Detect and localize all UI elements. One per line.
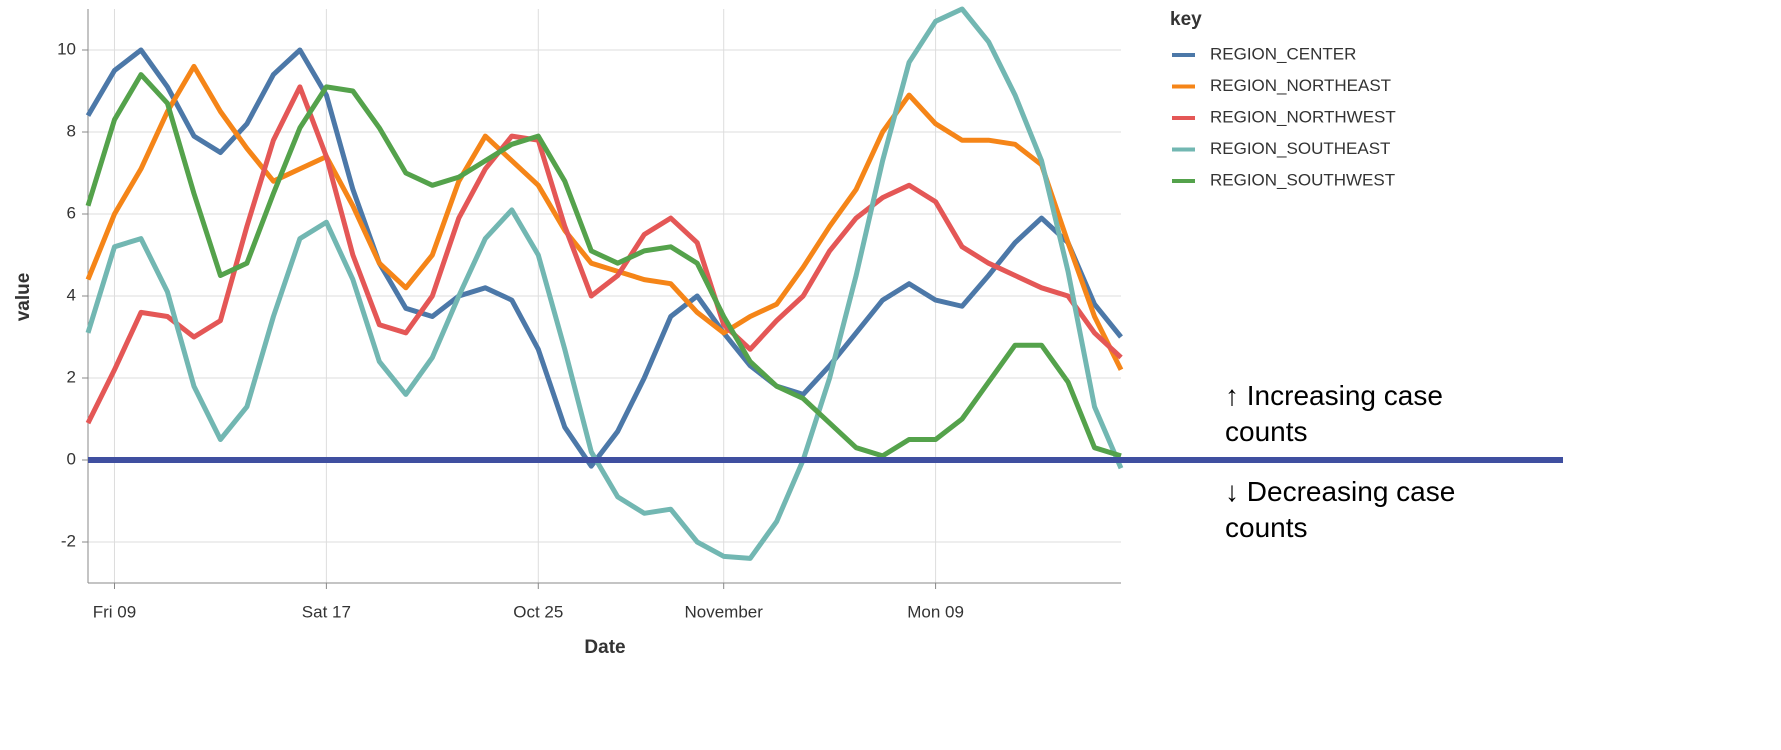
y-tick-label: 8 — [67, 121, 76, 140]
legend-label: REGION_CENTER — [1210, 44, 1356, 63]
x-tick-label: Sat 17 — [302, 602, 351, 621]
legend-label: REGION_SOUTHWEST — [1210, 170, 1395, 189]
x-tick-label: Fri 09 — [93, 602, 136, 621]
series-line — [85, 84, 1123, 425]
legend-label: REGION_NORTHWEST — [1210, 107, 1396, 126]
x-tick-label: November — [684, 602, 763, 621]
y-tick-label: 2 — [67, 367, 76, 386]
annotation: ↑ Increasing case counts — [1225, 380, 1443, 447]
series-line — [85, 72, 1122, 459]
x-tick-label: Mon 09 — [907, 602, 964, 621]
series-line — [85, 63, 1124, 371]
series-line — [85, 47, 1123, 469]
annotation: ↓ Decreasing case counts — [1225, 476, 1456, 543]
y-tick-label: -2 — [61, 531, 76, 550]
legend-title: key — [1170, 9, 1202, 30]
x-axis-title: Date — [584, 637, 625, 658]
series-line — [85, 6, 1124, 561]
y-tick-label: 4 — [67, 285, 76, 304]
y-tick-label: 10 — [57, 39, 76, 58]
x-tick-label: Oct 25 — [513, 602, 563, 621]
y-axis-title: value — [13, 273, 34, 322]
legend-label: REGION_NORTHEAST — [1210, 76, 1391, 95]
legend-label: REGION_SOUTHEAST — [1210, 139, 1390, 158]
y-tick-label: 0 — [67, 449, 76, 468]
y-tick-label: 6 — [67, 203, 76, 222]
